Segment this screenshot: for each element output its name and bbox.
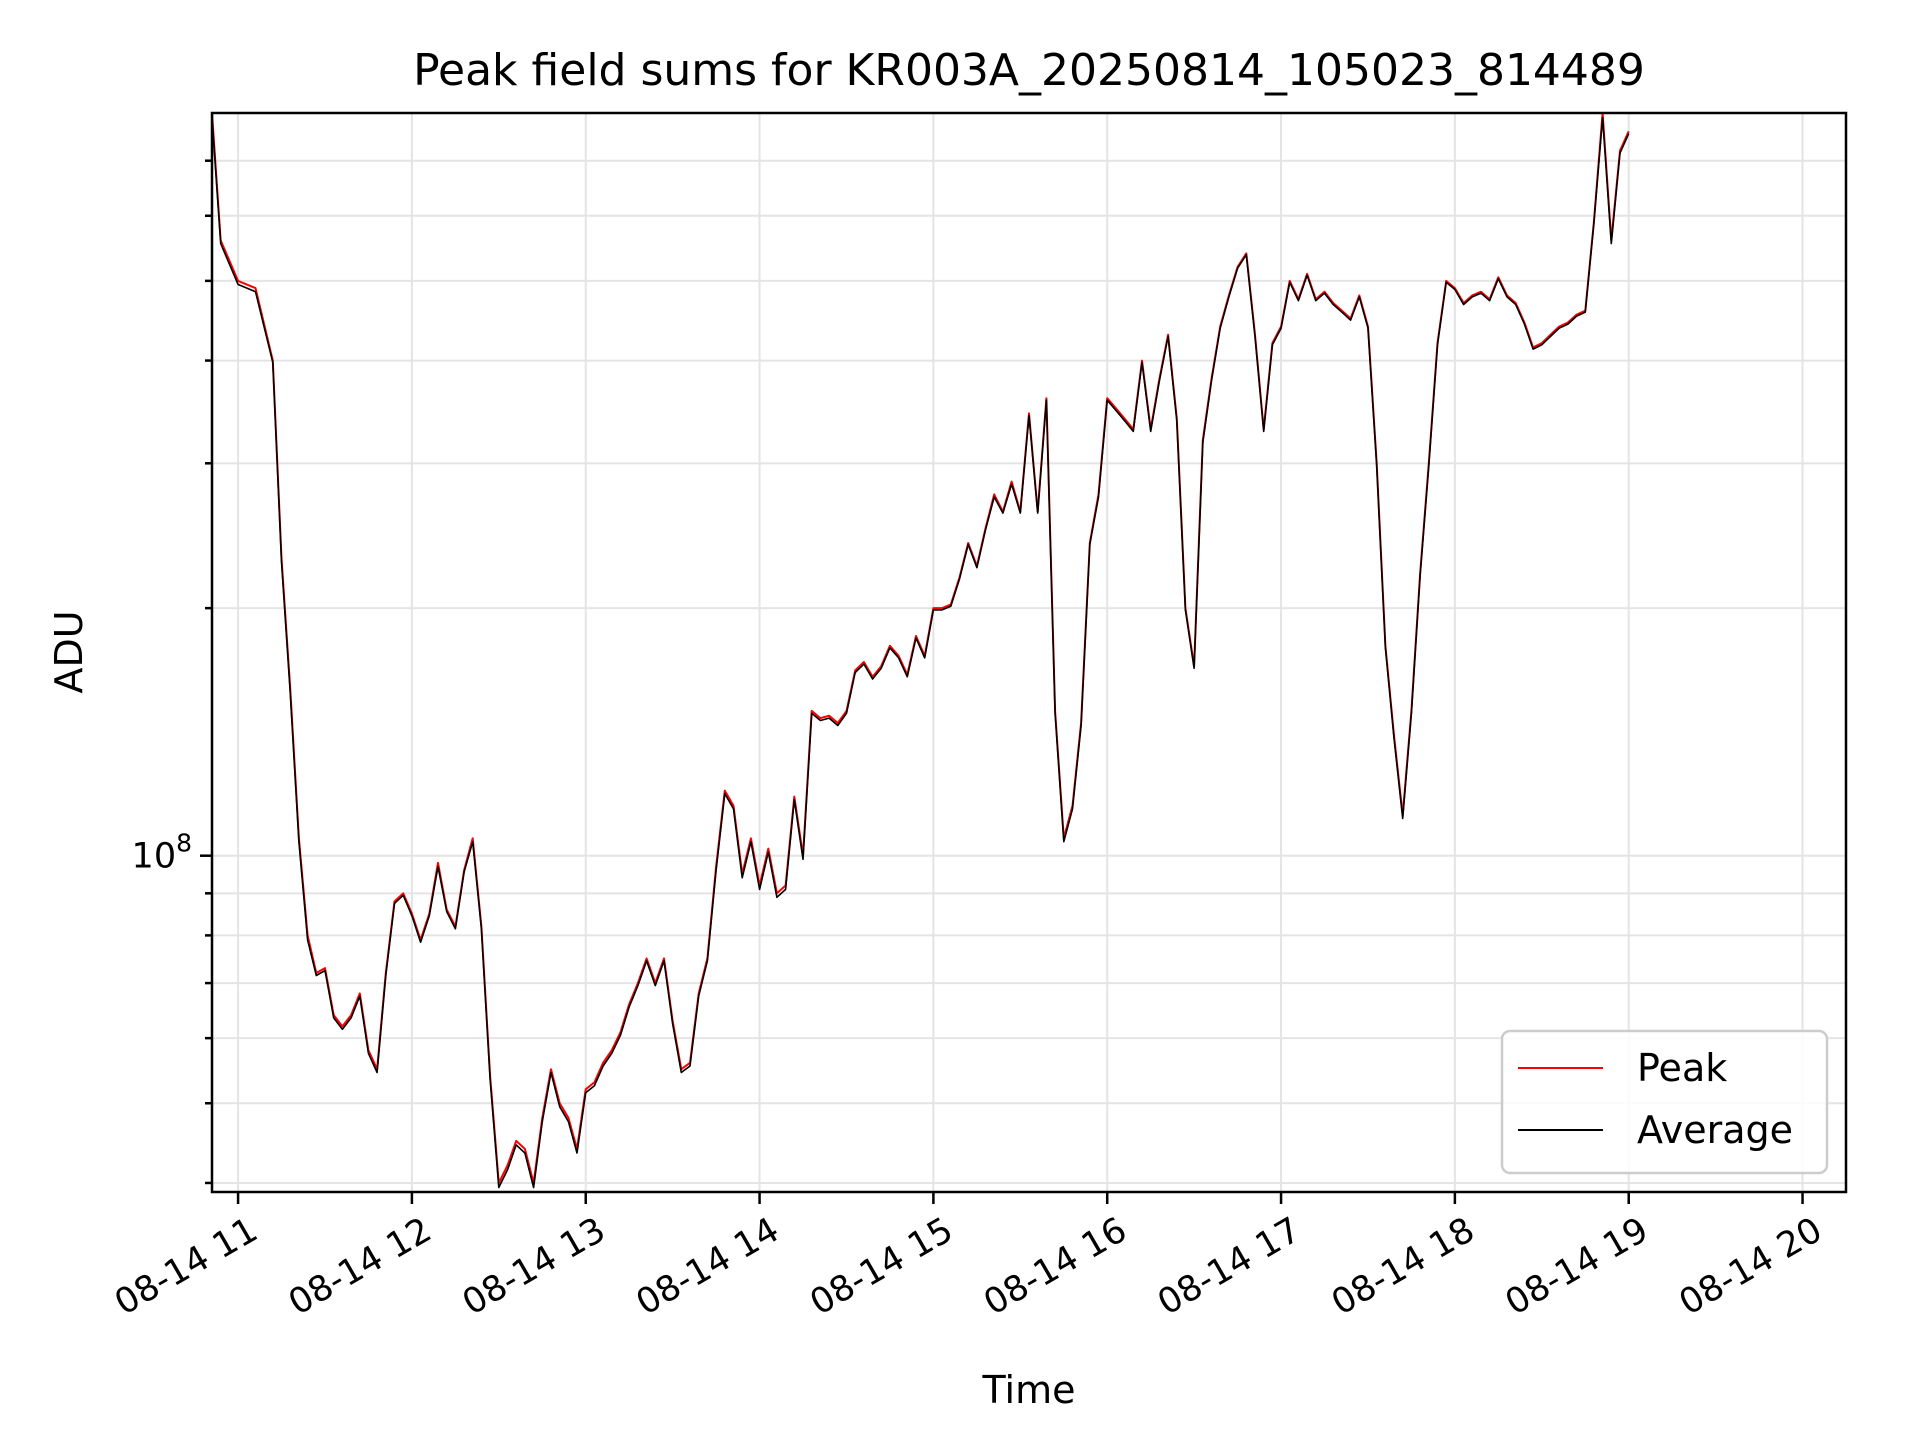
chart-title: Peak field sums for KR003A_20250814_1050… [413,45,1645,96]
plot-area-frame [210,111,1848,1194]
y-axis-label: ADU [47,610,91,693]
x-tick-label: 08-14 16 [977,1210,1133,1323]
x-tick-label: 08-14 15 [804,1210,960,1323]
legend: Peak Average [1500,1029,1829,1175]
x-tick-label: 08-14 20 [1673,1210,1829,1323]
x-tick-label: 08-14 11 [108,1210,264,1323]
x-axis-label: Time [982,1368,1076,1412]
y-tick-label: 108 [132,829,192,877]
legend-label-average: Average [1637,1108,1793,1152]
legend-label-peak: Peak [1637,1046,1727,1090]
y-axis-ticks: 108 [132,159,212,1185]
x-tick-label: 08-14 13 [456,1210,612,1323]
x-axis-ticks: 08-14 11 08-14 12 08-14 13 08-14 14 08-14 15… [108,1192,1829,1323]
x-tick-label: 08-14 18 [1325,1210,1481,1323]
x-tick-label: 08-14 19 [1499,1210,1655,1323]
x-tick-label: 08-14 12 [282,1210,438,1323]
series-line-average [212,116,1630,1189]
x-tick-label: 08-14 17 [1151,1210,1307,1323]
legend-box [1500,1029,1829,1175]
series-layer [212,113,1630,1189]
x-tick-label: 08-14 14 [630,1210,786,1323]
